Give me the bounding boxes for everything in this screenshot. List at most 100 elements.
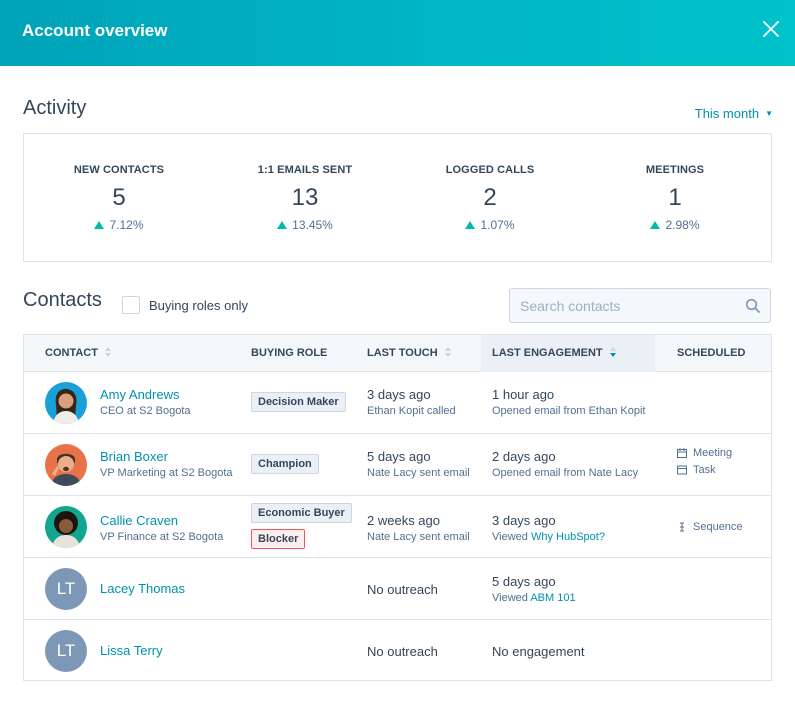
last-engagement-time: No engagement (492, 644, 585, 659)
stat-change: 1.07% (395, 218, 585, 232)
stat-emails-sent: 1:1 EMAILS SENT 13 13.45% (210, 164, 400, 232)
last-touch-detail: Ethan Kopit called (367, 405, 456, 417)
sort-desc-icon (609, 347, 616, 358)
contact-name-link[interactable]: Callie Craven (100, 513, 179, 528)
sort-icon (444, 347, 451, 358)
column-label: LAST TOUCH (367, 347, 438, 359)
stat-change: 13.45% (210, 218, 400, 232)
contacts-table: CONTACT BUYING ROLE LAST TOUCH LAST ENGA… (23, 334, 772, 681)
table-row[interactable]: LT Lissa Terry No outreach No engagement (24, 620, 771, 682)
column-header-last-touch[interactable]: LAST TOUCH (367, 335, 451, 372)
last-engagement-detail: Opened email from Ethan Kopit (492, 405, 646, 417)
stat-label: LOGGED CALLS (445, 164, 535, 176)
buying-role-tag: Champion (251, 454, 319, 474)
avatar: LT (45, 568, 87, 610)
stat-label: NEW CONTACTS (73, 164, 165, 176)
table-row[interactable]: Amy Andrews CEO at S2 Bogota Decision Ma… (24, 372, 771, 434)
last-touch-time: No outreach (367, 582, 438, 597)
avatar (45, 506, 87, 548)
column-header-contact[interactable]: CONTACT (45, 335, 112, 372)
sequence-icon (680, 522, 684, 532)
scheduled-meeting[interactable]: Meeting (677, 447, 732, 459)
search-input[interactable] (510, 289, 730, 322)
engagement-action: Viewed (492, 531, 528, 543)
scheduled-label: Meeting (693, 447, 733, 459)
last-touch-time: 5 days ago (367, 449, 431, 464)
activity-stats: NEW CONTACTS 5 7.12% 1:1 EMAILS SENT 13 … (23, 133, 772, 262)
last-touch-time: No outreach (367, 644, 438, 659)
last-engagement-time: 5 days ago (492, 574, 556, 589)
contact-title: VP Marketing at S2 Bogota (100, 467, 233, 479)
search-icon[interactable] (745, 298, 761, 314)
contact-title: VP Finance at S2 Bogota (100, 531, 224, 543)
buying-role-tag-blocker: Blocker (251, 529, 306, 549)
stat-change-value: 7.12% (109, 218, 144, 232)
stat-change-value: 1.07% (480, 218, 515, 232)
last-touch-time: 2 weeks ago (367, 513, 440, 528)
column-header-scheduled[interactable]: SCHEDULED (677, 335, 745, 372)
contact-title: CEO at S2 Bogota (100, 405, 191, 417)
column-header-last-engagement[interactable]: LAST ENGAGEMENT (481, 335, 655, 372)
contact-name-link[interactable]: Amy Andrews (100, 387, 180, 402)
last-touch-time: 3 days ago (367, 387, 431, 402)
stat-change-value: 13.45% (292, 218, 333, 232)
calendar-icon (677, 448, 687, 458)
modal-header: Account overview (0, 0, 795, 66)
buying-role-tag: Economic Buyer (251, 503, 352, 523)
stat-label: 1:1 EMAILS SENT (257, 164, 353, 176)
contact-name-link[interactable]: Lissa Terry (100, 643, 163, 658)
up-arrow-icon (465, 221, 476, 229)
table-row[interactable]: Callie Craven VP Finance at S2 Bogota Ec… (24, 496, 771, 558)
table-header: CONTACT BUYING ROLE LAST TOUCH LAST ENGA… (24, 335, 771, 372)
engagement-content-link[interactable]: Why HubSpot? (530, 531, 605, 543)
activity-title: Activity (23, 97, 87, 119)
contacts-title: Contacts (23, 289, 102, 311)
engagement-content-link[interactable]: ABM 101 (530, 592, 576, 604)
modal-title: Account overview (22, 21, 168, 40)
search-box[interactable] (509, 288, 771, 323)
engagement-action: Viewed (492, 592, 528, 604)
column-label: CONTACT (45, 347, 98, 359)
stat-meetings: MEETINGS 1 2.98% (580, 164, 770, 232)
column-header-buying-role[interactable]: BUYING ROLE (251, 335, 327, 372)
stat-change: 2.98% (580, 218, 770, 232)
period-dropdown[interactable]: This month ▼ (695, 106, 773, 121)
stat-value: 2 (483, 184, 497, 211)
buying-roles-filter[interactable]: Buying roles only (122, 296, 248, 314)
buying-roles-checkbox[interactable] (122, 296, 140, 314)
table-row[interactable]: LT Lacey Thomas No outreach 5 days ago V… (24, 558, 771, 620)
stat-new-contacts: NEW CONTACTS 5 7.12% (24, 164, 214, 232)
period-label: This month (694, 106, 760, 121)
last-engagement-time: 3 days ago (492, 513, 556, 528)
stat-value: 1 (668, 184, 682, 211)
last-engagement-time: 1 hour ago (492, 387, 555, 402)
column-label: LAST ENGAGEMENT (492, 347, 603, 359)
last-touch-detail: Nate Lacy sent email (367, 531, 470, 543)
scheduled-sequence[interactable]: Sequence (677, 521, 743, 533)
stat-change-value: 2.98% (665, 218, 700, 232)
last-engagement-detail: Opened email from Nate Lacy (492, 467, 639, 479)
last-engagement-detail: Viewed ABM 101 (492, 592, 576, 604)
scheduled-label: Sequence (693, 521, 743, 533)
column-label: BUYING ROLE (251, 347, 328, 359)
stat-logged-calls: LOGGED CALLS 2 1.07% (395, 164, 585, 232)
stat-value: 13 (291, 184, 319, 211)
contact-name-link[interactable]: Lacey Thomas (100, 581, 186, 596)
task-icon (677, 465, 687, 475)
up-arrow-icon (277, 221, 288, 229)
scheduled-task[interactable]: Task (677, 464, 716, 476)
stat-value: 5 (112, 184, 126, 211)
avatar (45, 444, 87, 486)
buying-role-tag: Decision Maker (251, 392, 346, 412)
close-icon[interactable] (762, 20, 780, 38)
up-arrow-icon (94, 221, 105, 229)
avatar: LT (45, 630, 87, 672)
up-arrow-icon (650, 221, 661, 229)
chevron-down-icon: ▼ (765, 109, 773, 118)
last-touch-detail: Nate Lacy sent email (367, 467, 470, 479)
buying-roles-label: Buying roles only (149, 297, 248, 313)
stat-change: 7.12% (24, 218, 214, 232)
contact-name-link[interactable]: Brian Boxer (100, 449, 168, 464)
last-engagement-time: 2 days ago (492, 449, 556, 464)
table-row[interactable]: Brian Boxer VP Marketing at S2 Bogota Ch… (24, 434, 771, 496)
